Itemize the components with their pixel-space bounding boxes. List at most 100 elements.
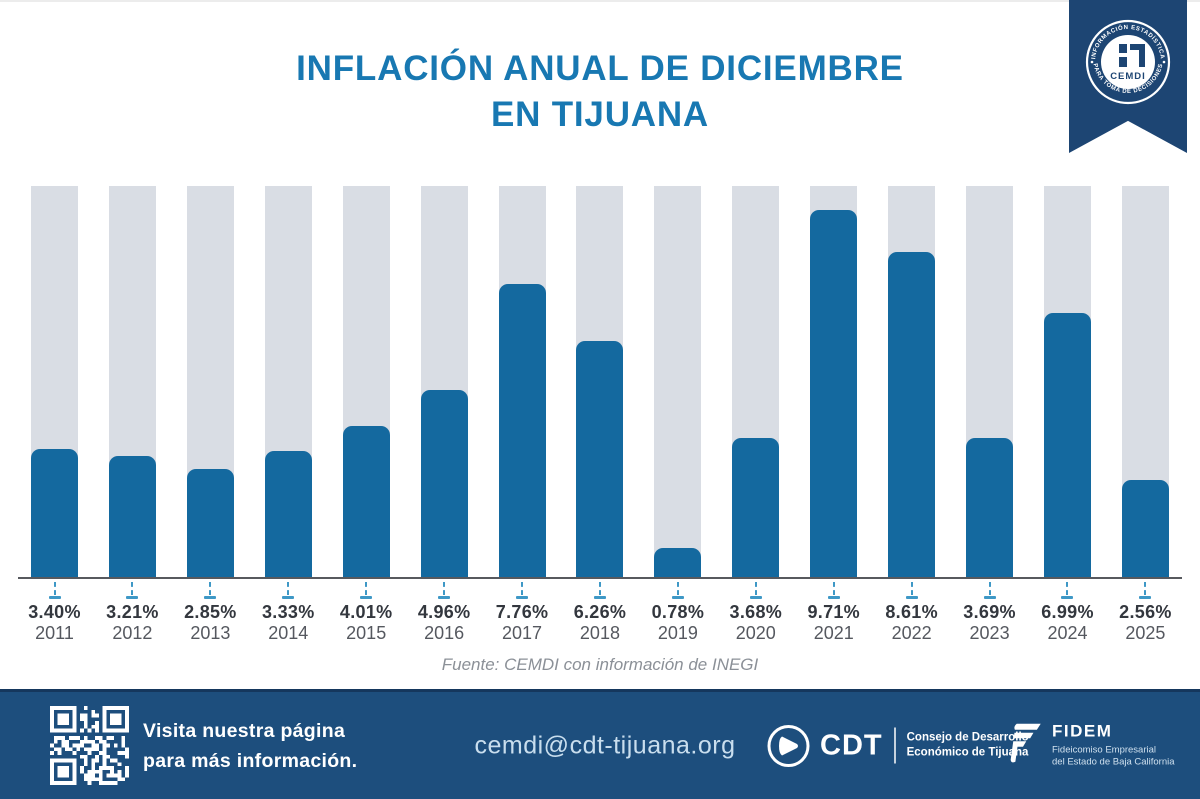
- bar-fill: [31, 448, 78, 577]
- leader-line-foot: [593, 596, 606, 599]
- bar-value-label: 7.76%: [495, 602, 549, 622]
- bar-fill: [654, 547, 702, 577]
- bar-value-label: 3.33%: [262, 602, 315, 622]
- fidem-logo-group: FIDEM Fideicomiso Empresarial del Estado…: [1008, 721, 1175, 770]
- bar-fill: [1043, 312, 1091, 577]
- cdt-abbr: CDT: [820, 729, 883, 761]
- bar-label-group: 3.68% 2020: [730, 579, 782, 644]
- bar-track: [342, 186, 390, 577]
- bar-year-label: 2020: [735, 623, 776, 643]
- bar-label-group: 8.61% 2022: [885, 579, 938, 644]
- bar-value-label: 2.85%: [184, 602, 237, 622]
- bar-year-label: 2013: [190, 623, 231, 643]
- bar-fill: [264, 451, 312, 577]
- bar-track: [498, 186, 546, 577]
- bar-year-label: 2021: [813, 623, 854, 643]
- fidem-full-name: Fideicomiso Empresarial del Estado de Ba…: [1052, 744, 1175, 768]
- bar-fill: [420, 389, 468, 577]
- leader-line-foot: [1139, 596, 1152, 599]
- contact-email: cemdi@cdt-tijuana.org: [474, 731, 736, 759]
- leader-line-foot: [827, 596, 840, 599]
- bar-value-label: 0.78%: [651, 602, 705, 622]
- page-title-line1: INFLACIÓN ANUAL DE DICIEMBRE: [296, 49, 904, 88]
- page-title-line2: EN TIJUANA: [490, 95, 710, 134]
- bar-value-label: 8.61%: [885, 602, 938, 622]
- bar-track: [732, 186, 780, 577]
- bar-track: [31, 186, 78, 577]
- leader-line: [754, 582, 757, 595]
- leader-line: [598, 582, 601, 595]
- bar-fill: [576, 340, 624, 577]
- leader-line-foot: [282, 596, 295, 599]
- bar-label-group: 9.71% 2021: [807, 579, 860, 644]
- bar-year-label: 2015: [346, 623, 387, 643]
- bar-track: [888, 186, 936, 577]
- bar-fill: [1121, 480, 1169, 577]
- leader-line: [443, 582, 446, 595]
- bar-fill: [342, 425, 390, 577]
- leader-line: [209, 582, 212, 595]
- bar-value-label: 3.69%: [963, 602, 1016, 622]
- bar-track: [1043, 186, 1091, 577]
- leader-line: [131, 582, 134, 595]
- bar-year-label: 2011: [35, 623, 74, 643]
- bar-year-label: 2025: [1125, 623, 1166, 643]
- bar-fill: [810, 210, 858, 577]
- footer-cta-text: Visita nuestra página para más informaci…: [143, 719, 358, 772]
- bar-label-group: 3.69% 2023: [963, 579, 1016, 644]
- bar-label-group: 4.01% 2015: [339, 579, 393, 644]
- header: INFLACIÓN ANUAL DE DICIEMBRE EN TIJUANA …: [0, 0, 1200, 186]
- bar-label-group: 4.96% 2016: [417, 579, 471, 644]
- leader-line: [53, 582, 56, 595]
- cemdi-badge-icon: INFORMACIÓN ESTADÍSTICA PARA TOMA DE DEC…: [1085, 19, 1171, 105]
- bar-fill: [966, 437, 1014, 577]
- bar-label-group: 3.33% 2014: [262, 579, 315, 644]
- fidem-text: FIDEM Fideicomiso Empresarial del Estado…: [1052, 721, 1175, 770]
- leader-line-foot: [204, 596, 217, 599]
- leader-line-foot: [1061, 596, 1074, 599]
- source-note: Fuente: CEMDI con información de INEGI: [441, 655, 759, 674]
- bar-value-label: 4.96%: [417, 602, 471, 622]
- bar-value-label: 3.21%: [106, 602, 159, 622]
- bar-value-label: 4.01%: [339, 602, 393, 622]
- bar-track: [1121, 186, 1169, 577]
- bar-value-label: 9.71%: [807, 602, 860, 622]
- leader-line-foot: [48, 596, 61, 599]
- bar-fill: [498, 283, 546, 577]
- leader-line-foot: [983, 596, 996, 599]
- bar-year-label: 2017: [502, 623, 543, 643]
- page-title: INFLACIÓN ANUAL DE DICIEMBRE EN TIJUANA: [0, 2, 1200, 138]
- cdt-full-name: Consejo de Desarrollo Económico de Tijua…: [906, 731, 1029, 759]
- bar-label-group: 3.40% 2011: [28, 579, 81, 644]
- fidem-logo-icon: [1010, 723, 1041, 762]
- bar-value-label: 3.40%: [28, 602, 81, 622]
- leader-line: [910, 582, 913, 595]
- bar-track: [420, 186, 468, 577]
- cemdi-logo-glyph: [1119, 44, 1145, 67]
- bar-value-label: 2.56%: [1119, 602, 1172, 622]
- leader-line-foot: [126, 596, 139, 599]
- bar-label-group: 2.56% 2025: [1119, 579, 1172, 644]
- bar-fill: [108, 455, 156, 577]
- leader-line: [1066, 582, 1069, 595]
- bar-track: [108, 186, 156, 577]
- leader-line-foot: [749, 596, 762, 599]
- leader-line: [832, 582, 835, 595]
- leader-line: [521, 582, 524, 595]
- bar-track: [810, 186, 858, 577]
- bar-value-label: 6.26%: [573, 602, 627, 622]
- bar-year-label: 2012: [112, 623, 153, 643]
- leader-line-foot: [438, 596, 451, 599]
- bar-year-label: 2022: [891, 623, 932, 643]
- leader-line: [365, 582, 368, 595]
- cdt-logo-group: CDT Consejo de Desarrollo Económico de T…: [766, 723, 1029, 768]
- bar-fill: [732, 437, 780, 577]
- bar-year-label: 2016: [424, 623, 465, 643]
- leader-line: [287, 582, 290, 595]
- qr-code-icon: [50, 706, 129, 785]
- bar-track: [654, 186, 702, 577]
- svg-text:CEMDI: CEMDI: [1110, 71, 1146, 82]
- bar-year-label: 2019: [657, 623, 698, 643]
- bar-label-group: 0.78% 2019: [652, 579, 704, 644]
- bar-fill: [186, 469, 234, 577]
